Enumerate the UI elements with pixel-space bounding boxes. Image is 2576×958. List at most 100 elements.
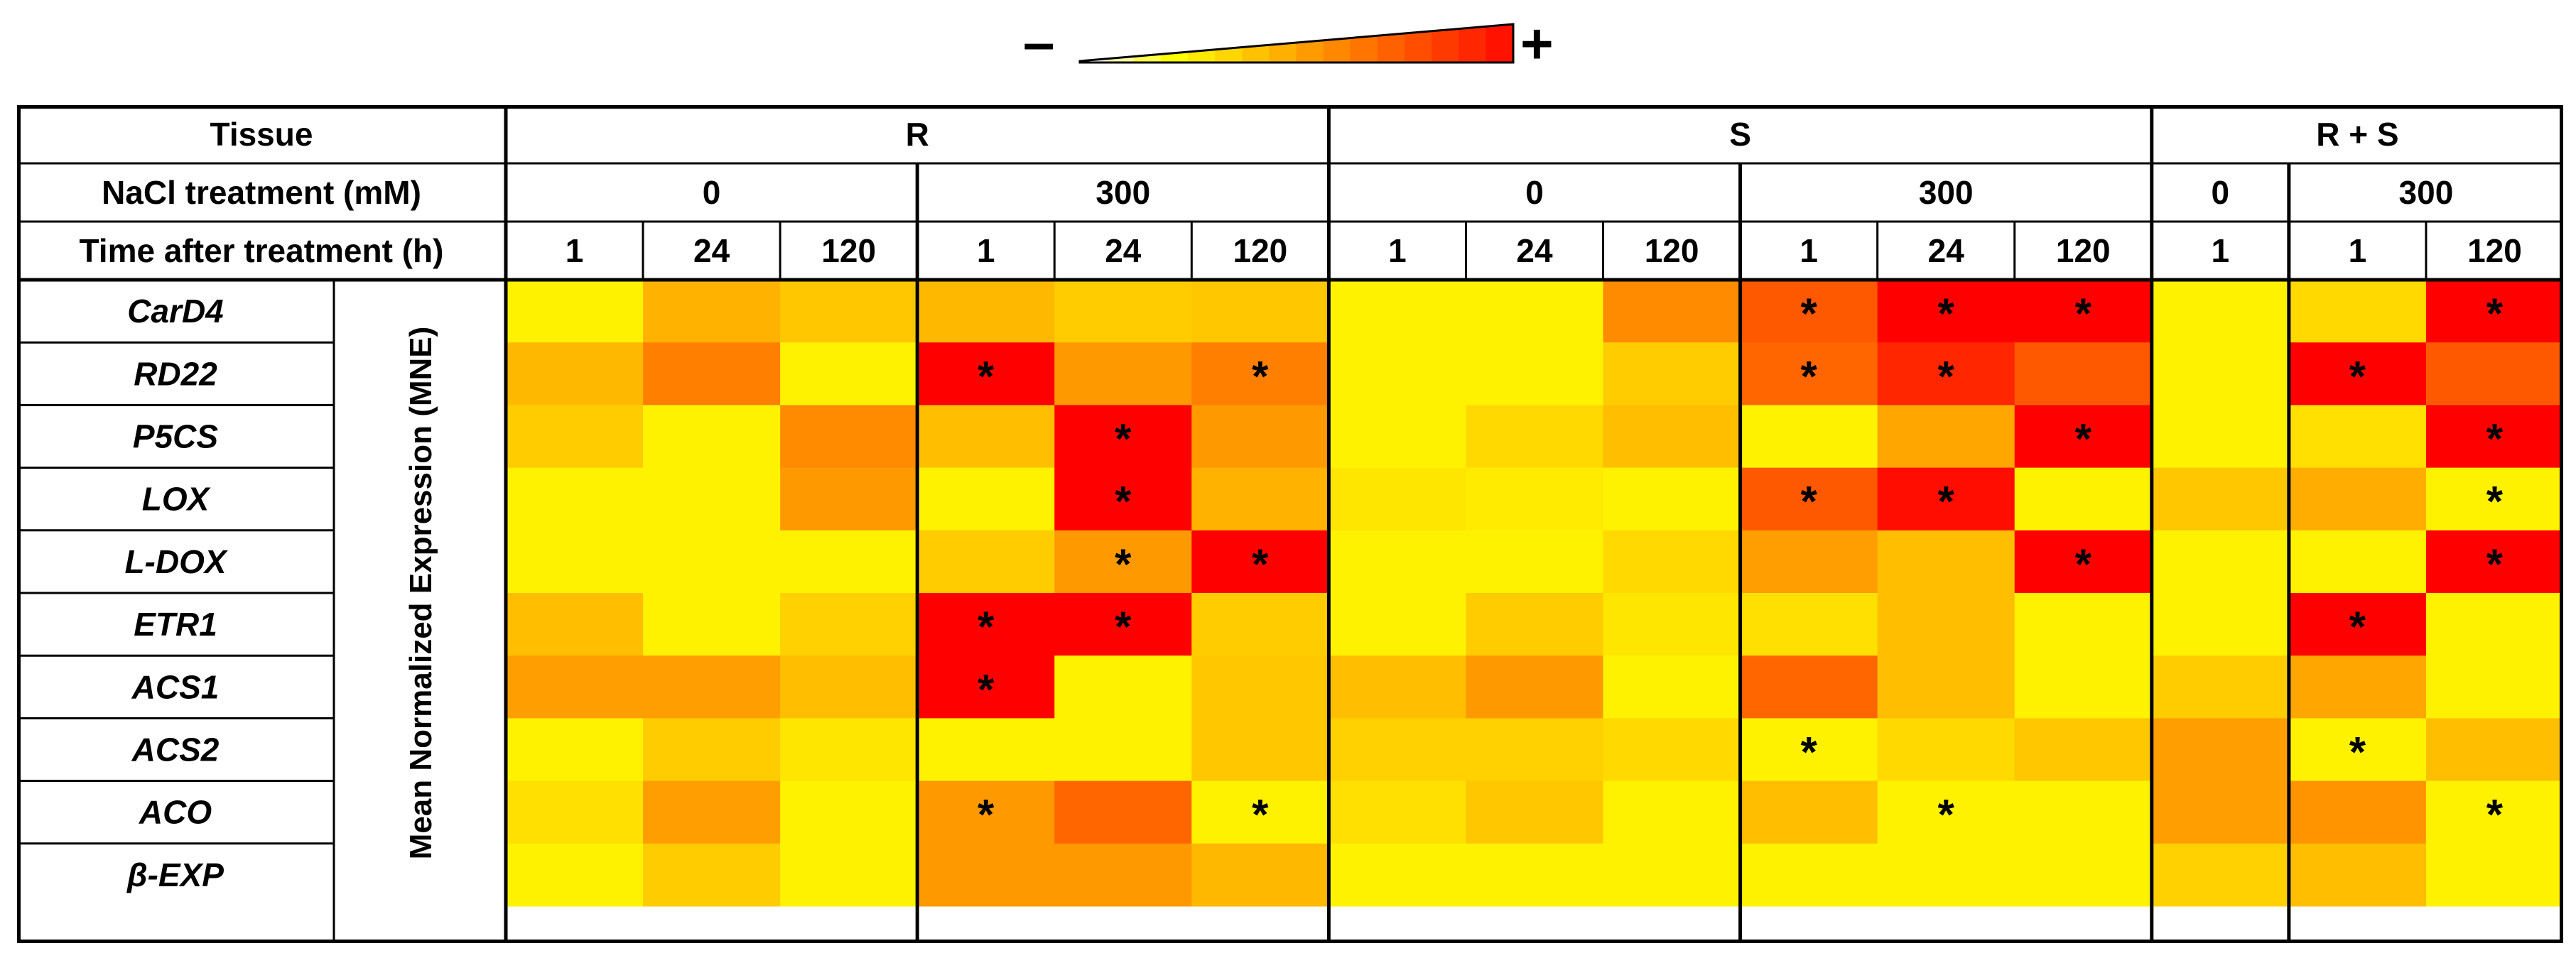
heatmap-cell <box>1603 718 1741 782</box>
heatmap-cell <box>917 780 1055 844</box>
heatmap-cell <box>2151 843 2290 907</box>
heatmap-cell <box>2014 405 2153 469</box>
heatmap-cell <box>1603 467 1741 531</box>
heatmap-cell <box>2151 530 2290 594</box>
gene-label: ACS2 <box>131 731 220 768</box>
heatmap-cell <box>2288 718 2427 782</box>
heatmap-cell <box>2014 655 2153 719</box>
time-label: 1 <box>2212 232 2230 269</box>
gene-label: L-DOX <box>124 543 227 580</box>
nacl-header: NaCl treatment (mM) <box>102 174 421 211</box>
heatmap-cell <box>1603 593 1741 656</box>
heatmap-cell <box>2425 843 2563 907</box>
heatmap-cell <box>1740 843 1878 907</box>
gene-label: P5CS <box>133 418 218 455</box>
significance-marker: * <box>1938 791 1955 839</box>
heatmap-cell <box>2425 530 2563 594</box>
time-label: 120 <box>2467 232 2522 269</box>
heatmap-cell <box>1328 280 1466 343</box>
heatmap-cell <box>2014 342 2153 405</box>
heatmap-cell <box>2014 843 2153 907</box>
gene-label: RD22 <box>134 355 217 392</box>
significance-marker: * <box>2075 415 2092 463</box>
heatmap-cell <box>2014 780 2153 844</box>
heatmap-cell <box>1054 467 1192 531</box>
heatmap-cell <box>1191 280 1329 343</box>
heatmap-cell <box>780 843 918 907</box>
heatmap-cell <box>1466 467 1604 531</box>
heatmap-cell <box>1191 843 1329 907</box>
heatmap-cell <box>1054 593 1192 656</box>
heatmap-cell <box>1328 655 1466 719</box>
heatmap-cell <box>2425 467 2563 531</box>
heatmap-cell <box>2288 655 2427 719</box>
time-label: 120 <box>821 232 876 269</box>
significance-marker: * <box>1115 603 1132 651</box>
heatmap-cell <box>780 530 918 594</box>
heatmap-cell <box>2288 843 2427 907</box>
heatmap-cell <box>1191 467 1329 531</box>
time-label: 24 <box>1928 232 1965 269</box>
heatmap-cell <box>1328 467 1466 531</box>
legend-plus-sign: + <box>1520 12 1554 75</box>
heatmap-cell <box>1603 280 1741 343</box>
heatmap-cell <box>643 718 781 782</box>
heatmap-cell <box>1740 280 1878 343</box>
heatmap-cell <box>1877 342 2015 405</box>
tissue-label: R + S <box>2316 116 2398 153</box>
significance-marker: * <box>1800 352 1817 400</box>
heatmap-cell <box>780 467 918 531</box>
significance-marker: * <box>2486 415 2504 463</box>
significance-marker: * <box>2486 540 2504 588</box>
heatmap-cell <box>1191 780 1329 844</box>
table-border <box>17 105 2563 943</box>
time-label: 24 <box>693 232 730 269</box>
heatmap-cell <box>2288 342 2427 405</box>
heatmap-cell <box>2014 280 2153 343</box>
time-label: 120 <box>1645 232 1699 269</box>
heatmap-cell <box>1466 593 1604 656</box>
heatmap-cell <box>506 718 644 782</box>
heatmap-cell <box>643 467 781 531</box>
heatmap-cell <box>506 780 644 844</box>
heatmap-cell <box>1466 655 1604 719</box>
significance-marker: * <box>978 603 995 651</box>
heatmap-cell <box>2425 342 2563 405</box>
significance-marker: * <box>1938 478 1955 526</box>
heatmap-cell <box>506 405 644 469</box>
heatmap-cell <box>2425 655 2563 719</box>
heatmap-cell <box>917 718 1055 782</box>
time-label: 24 <box>1105 232 1142 269</box>
heatmap-cell <box>2151 780 2290 844</box>
heatmap-cell <box>2151 280 2290 343</box>
heatmap-cell <box>780 780 918 844</box>
heatmap-cell <box>1466 718 1604 782</box>
heatmap-cell <box>780 718 918 782</box>
heatmap-cell <box>1054 718 1192 782</box>
significance-marker: * <box>1252 791 1269 839</box>
heatmap-cell <box>1328 530 1466 594</box>
significance-marker: * <box>2075 290 2092 337</box>
significance-marker: * <box>1800 290 1817 337</box>
legend-step <box>1485 23 1514 63</box>
heatmap-cell <box>917 280 1055 343</box>
heatmap-cell <box>1603 342 1741 405</box>
legend-minus-sign: – <box>1023 11 1055 74</box>
heatmap-cell <box>1054 655 1192 719</box>
heatmap-cell <box>1877 843 2015 907</box>
significance-marker: * <box>1115 478 1132 526</box>
tissue-header: Tissue <box>210 116 313 153</box>
heatmap-cell <box>1328 405 1466 469</box>
heatmap-cell <box>2151 718 2290 782</box>
heatmap-cell <box>1603 405 1741 469</box>
heatmap-cell <box>1191 405 1329 469</box>
significance-marker: * <box>2349 729 2366 776</box>
heatmap-cell <box>1877 467 2015 531</box>
heatmap-cell <box>506 593 644 656</box>
nacl-label: 0 <box>2212 174 2230 211</box>
heatmap-cell <box>1191 530 1329 594</box>
heatmap-cell <box>1466 530 1604 594</box>
legend-step <box>1350 35 1378 63</box>
color-scale-legend: – + <box>1023 13 1577 77</box>
time-label: 1 <box>565 232 584 269</box>
